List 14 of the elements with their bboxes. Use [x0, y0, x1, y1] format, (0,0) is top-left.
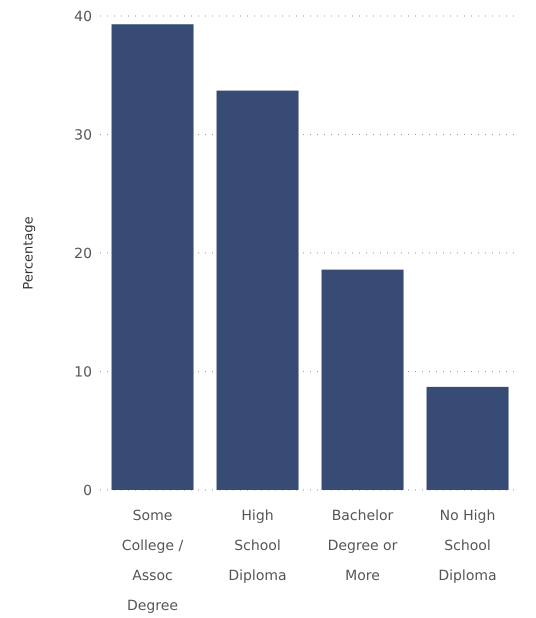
- bar: [112, 24, 194, 490]
- y-tick-label: 40: [74, 8, 92, 25]
- x-tick-label: Bachelor Degree or More: [328, 508, 398, 584]
- x-tick-label: Some College / Assoc Degree: [122, 508, 184, 614]
- bar: [426, 386, 509, 490]
- x-tick-label: No High School Diploma: [438, 508, 497, 584]
- y-tick-label: 0: [83, 482, 92, 499]
- bar: [322, 270, 404, 490]
- y-tick-label: 10: [74, 364, 92, 380]
- y-axis-title: Percentage: [22, 216, 37, 290]
- bar: [216, 90, 299, 490]
- x-tick-label: High School Diploma: [228, 508, 287, 584]
- y-tick-label: 20: [74, 246, 92, 262]
- y-tick-label: 30: [74, 127, 92, 144]
